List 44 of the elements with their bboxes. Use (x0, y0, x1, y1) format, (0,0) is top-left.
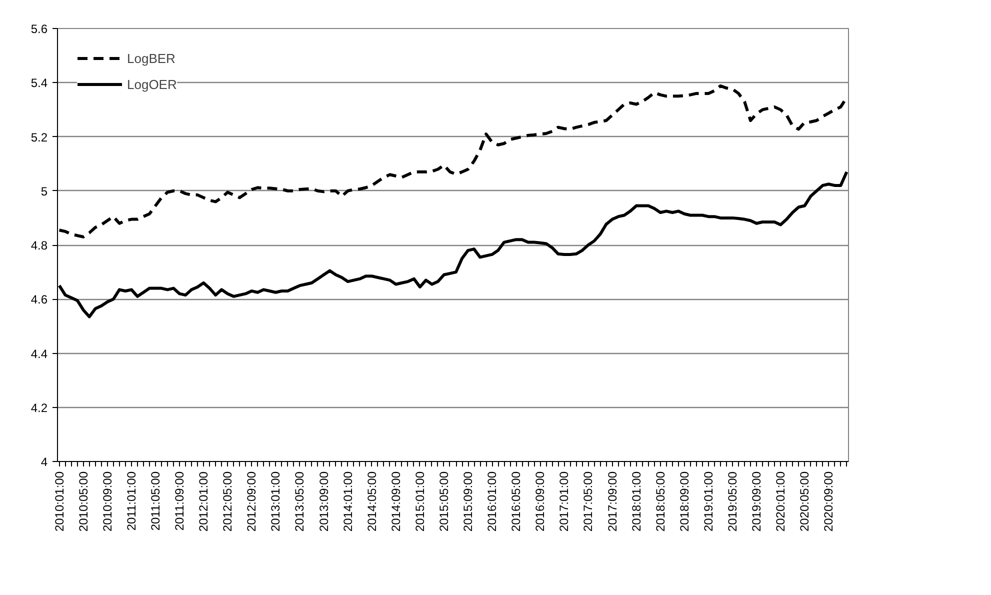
x-tick-label: 2010:09:00 (100, 471, 114, 532)
x-tick-label: 2013:09:00 (316, 471, 331, 532)
x-tick-label: 2014:09:00 (388, 471, 403, 532)
x-tick-label: 2010:01:00 (52, 471, 66, 532)
y-tick-label: 5.4 (30, 76, 48, 90)
x-tick-label: 2011:01:00 (124, 471, 138, 531)
x-tick-label: 2017:01:00 (557, 471, 572, 532)
y-tick-label: 4.8 (30, 238, 48, 252)
x-tick-label: 2020:01:00 (774, 471, 788, 532)
x-tick-label: 2017:09:00 (605, 471, 620, 532)
x-tick-label: 2011:09:00 (172, 471, 187, 531)
x-tick-label: 2017:05:00 (581, 471, 596, 532)
y-tick-label: 4.2 (30, 400, 48, 415)
y-tick-label: 4.4 (30, 346, 48, 361)
y-tick-label: 5 (40, 184, 48, 198)
y-tick-label: 5.6 (30, 22, 48, 36)
x-tick-label: 2010:05:00 (76, 471, 90, 532)
x-tick-label: 2020:09:00 (822, 471, 836, 532)
x-tick-label: 2015:01:00 (412, 471, 427, 532)
x-tick-label: 2014:05:00 (364, 471, 379, 532)
y-tick-label: 4.6 (30, 292, 48, 307)
x-tick-label: 2013:05:00 (292, 471, 307, 532)
x-tick-label: 2015:05:00 (436, 471, 451, 532)
x-tick-label: 2014:01:00 (340, 471, 355, 532)
x-tick-label: 2019:05:00 (725, 471, 740, 532)
x-tick-label: 2011:05:00 (148, 471, 162, 531)
x-tick-label: 2018:01:00 (629, 471, 644, 532)
x-tick-label: 2016:09:00 (533, 471, 548, 532)
x-tick-label: 2012:01:00 (196, 471, 211, 532)
x-tick-label: 2020:05:00 (798, 471, 812, 532)
y-tick-label: 5.2 (30, 130, 48, 144)
x-tick-label: 2016:05:00 (509, 471, 524, 532)
x-tick-label: 2012:05:00 (220, 471, 235, 532)
x-tick-label: 2018:09:00 (677, 471, 692, 532)
x-tick-label: 2018:05:00 (653, 471, 668, 532)
x-tick-label: 2012:09:00 (244, 471, 259, 532)
x-tick-label: 2013:01:00 (268, 471, 283, 532)
x-tick-label: 2019:09:00 (750, 471, 764, 532)
y-tick-label: 4 (40, 455, 48, 469)
x-tick-label: 2019:01:00 (701, 471, 716, 532)
legend-label: LogOER (127, 76, 177, 92)
legend-label: LogBER (127, 50, 176, 66)
x-tick-label: 2015:09:00 (461, 471, 476, 532)
x-tick-label: 2016:01:00 (485, 471, 500, 532)
